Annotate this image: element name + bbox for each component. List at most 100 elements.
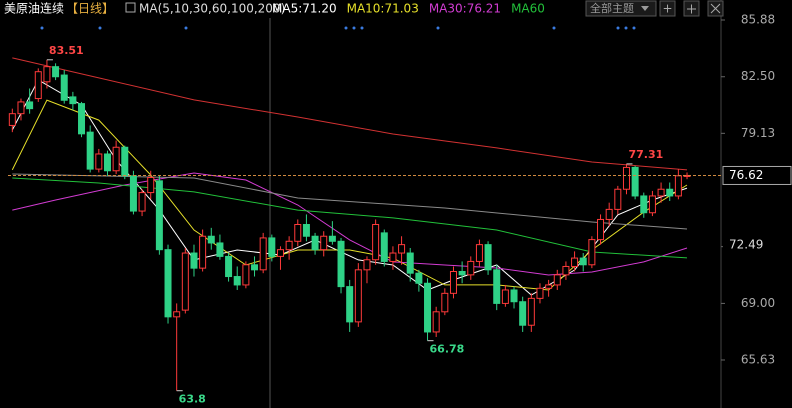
- candle-body: [276, 249, 284, 257]
- event-dot: [624, 26, 628, 30]
- legend: MA5:71.20 MA10:71.03 MA30:76.21 MA60: [272, 2, 545, 16]
- candle-body: [121, 146, 129, 177]
- candle-body: [147, 176, 155, 194]
- extreme-label: 63.8: [179, 393, 206, 406]
- candle-body: [536, 287, 544, 299]
- candle-body: [562, 265, 570, 276]
- marker-price-label: 72.49: [729, 237, 763, 251]
- candle-body: [103, 153, 111, 172]
- candle-body: [424, 282, 432, 333]
- close-icon: [710, 3, 721, 14]
- candle-body: [571, 257, 579, 267]
- candle-body: [640, 195, 648, 214]
- legend-entry: MA60: [511, 2, 545, 16]
- candle-body: [398, 244, 406, 254]
- candle-body: [458, 271, 466, 276]
- event-dot: [616, 26, 620, 30]
- candle-body: [432, 311, 440, 333]
- candle-body: [173, 311, 181, 318]
- y-tick-label: 85.88: [741, 13, 775, 27]
- candle-body: [363, 259, 371, 271]
- candle-body: [225, 255, 233, 278]
- candle-body: [467, 260, 475, 276]
- ma-line: [12, 177, 688, 259]
- candle-body: [138, 192, 146, 212]
- candle-body: [545, 284, 553, 289]
- event-dot: [352, 26, 356, 30]
- candle-body: [631, 166, 639, 197]
- candle-body: [588, 239, 596, 266]
- candle-body: [190, 252, 198, 269]
- candle-body: [475, 244, 483, 262]
- event-dot: [436, 26, 440, 30]
- candle-body: [666, 188, 674, 197]
- candle-body: [346, 286, 354, 323]
- ma-line: [12, 173, 688, 230]
- theme-button: 全部主题: [590, 1, 634, 15]
- candle-body: [78, 103, 86, 135]
- candle-body: [674, 175, 682, 197]
- candle-body: [112, 146, 120, 172]
- candle-body: [337, 240, 345, 288]
- extreme-label: 83.51: [49, 44, 84, 57]
- symbol: 美原油连续: [4, 1, 64, 16]
- candle-body: [328, 235, 336, 242]
- extreme-label: 77.31: [628, 148, 663, 161]
- candle-body: [43, 66, 51, 83]
- ma-line: [12, 57, 688, 171]
- y-tick-label: 82.50: [741, 69, 775, 83]
- candle-body: [95, 153, 103, 170]
- zoom-button[interactable]: [659, 0, 676, 17]
- indicator-checkbox[interactable]: [125, 2, 136, 13]
- candle-body: [207, 235, 215, 244]
- legend-entry: MA30:76.21: [429, 2, 501, 16]
- y-tick-label: 79.13: [741, 126, 775, 140]
- candle-body: [510, 289, 518, 303]
- candle-body: [52, 66, 60, 78]
- candle-body: [34, 71, 42, 100]
- candle-body: [527, 297, 535, 326]
- event-dot: [184, 26, 188, 30]
- candle-body: [389, 252, 397, 262]
- marker-price-box: [723, 235, 791, 254]
- candle-body: [181, 252, 189, 311]
- candle-body: [406, 252, 414, 274]
- candle-body: [242, 264, 250, 286]
- candle-body: [415, 272, 423, 284]
- candle-body: [553, 274, 561, 286]
- candle-body: [285, 240, 293, 251]
- candle-body: [26, 101, 34, 110]
- event-dot: [632, 26, 636, 30]
- dropdown-arrow: [641, 6, 649, 11]
- extreme-label: 66.78: [430, 343, 465, 356]
- candle-body: [69, 96, 77, 105]
- candle-body: [60, 74, 68, 101]
- candle-body: [302, 223, 310, 237]
- candle-body: [614, 188, 622, 210]
- legend-entry: MA10:71.03: [347, 2, 419, 16]
- y-tick-label: 65.63: [741, 352, 775, 366]
- candle-body: [320, 235, 328, 251]
- move-icon: [687, 4, 696, 14]
- legend-entry: MA5:71.20: [272, 2, 337, 16]
- candle-body: [164, 249, 172, 318]
- candle-body: [501, 289, 509, 304]
- candle-body: [441, 292, 449, 313]
- event-dot: [40, 26, 44, 30]
- event-dots: [40, 26, 636, 30]
- candle-body: [233, 276, 241, 286]
- candle-body: [648, 195, 656, 214]
- theme-dropdown[interactable]: [585, 0, 657, 17]
- candle-body: [268, 237, 276, 257]
- y-tick-label: 69.00: [741, 296, 775, 310]
- candle-body: [17, 101, 25, 115]
- candle-body: [311, 235, 319, 251]
- candle-body: [8, 113, 16, 126]
- period: 【日线】: [66, 2, 114, 16]
- candle-body: [579, 257, 587, 266]
- event-dot: [344, 26, 348, 30]
- candle-body: [597, 218, 605, 241]
- last-price-label: 76.62: [729, 168, 763, 182]
